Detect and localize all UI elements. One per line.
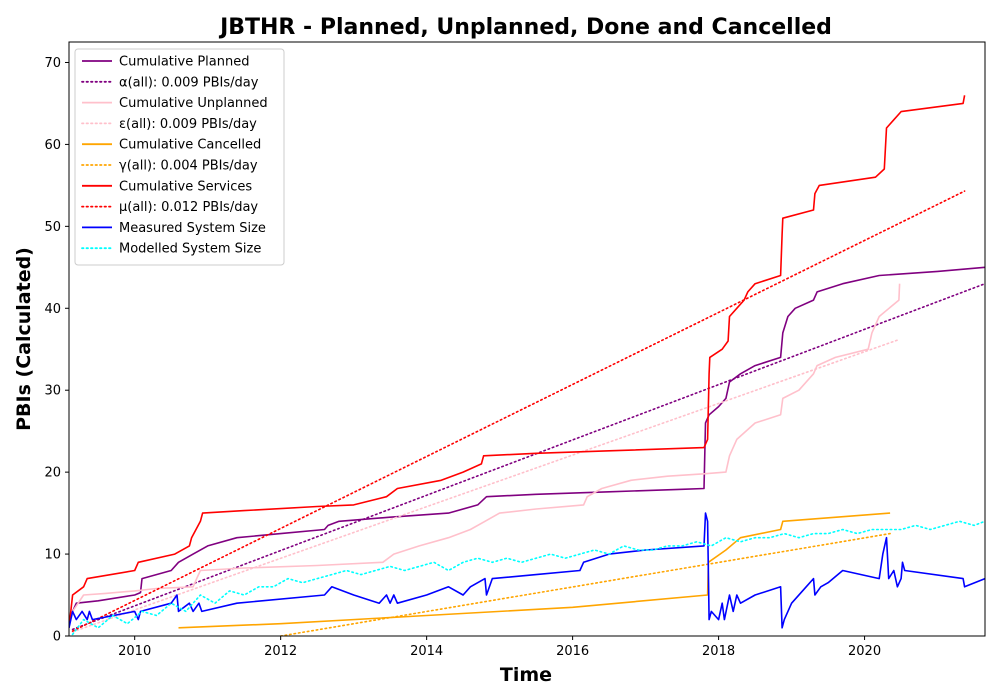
series-line-modelled-system-size xyxy=(71,520,985,636)
legend-item: Cumulative Services xyxy=(82,179,252,194)
chart-title: JBTHR - Planned, Unplanned, Done and Can… xyxy=(218,15,832,40)
legend-item: μ(all): 0.012 PBIs/day xyxy=(81,200,258,215)
y-tick-label: 0 xyxy=(53,630,61,645)
y-tick-label: 40 xyxy=(44,302,61,317)
legend-box xyxy=(74,48,285,266)
x-axis-label: Time xyxy=(500,664,552,686)
x-tick-label: 2016 xyxy=(556,644,589,659)
legend: Cumulative Planned α(all): 0.009 PBIs/day… xyxy=(74,48,285,266)
legend-label: Modelled System Size xyxy=(119,242,261,257)
legend-label: μ(all): 0.012 PBIs/day xyxy=(119,200,258,215)
legend-item: Measured System Size xyxy=(82,221,266,236)
series-line-cumulative-unplanned xyxy=(71,283,901,612)
x-tick-label: 2020 xyxy=(848,644,881,659)
y-tick-label: 20 xyxy=(44,466,61,481)
series-line-all-0-009-pbis-day xyxy=(71,338,901,633)
legend-item: Cumulative Unplanned xyxy=(82,96,268,111)
legend-item: Cumulative Cancelled xyxy=(82,138,261,153)
series-line-all-0-012-pbis-day xyxy=(71,190,966,632)
x-tick-label: 2010 xyxy=(118,644,151,659)
series-group xyxy=(69,95,985,636)
x-tick-label: 2014 xyxy=(410,644,443,659)
legend-item: α(all): 0.009 PBIs/day xyxy=(81,75,259,90)
legend-label: Cumulative Cancelled xyxy=(119,138,261,153)
series-line-all-0-009-pbis-day xyxy=(71,282,985,631)
y-axis-label: PBIs (Calculated) xyxy=(13,247,35,431)
series-line-all-0-004-pbis-day xyxy=(279,532,891,636)
legend-label: ε(all): 0.009 PBIs/day xyxy=(119,117,257,132)
legend-label: γ(all): 0.004 PBIs/day xyxy=(119,159,258,174)
legend-item: Cumulative Planned xyxy=(82,55,249,70)
legend-item: γ(all): 0.004 PBIs/day xyxy=(81,159,258,174)
legend-item: Modelled System Size xyxy=(81,242,261,257)
x-tick-label: 2018 xyxy=(702,644,735,659)
legend-item: ε(all): 0.009 PBIs/day xyxy=(81,117,257,132)
axes-frame xyxy=(68,41,986,637)
legend-label: Cumulative Services xyxy=(119,179,252,194)
legend-label: α(all): 0.009 PBIs/day xyxy=(119,75,259,90)
y-tick-label: 50 xyxy=(44,220,61,235)
y-tick-label: 30 xyxy=(44,384,61,399)
series-line-cumulative-planned xyxy=(71,266,985,612)
y-tick-label: 60 xyxy=(44,138,61,153)
plot-area: 2010 2012 2014 2016 2018 2020 0 10 20 30 40 50 60 70 xyxy=(44,41,986,659)
legend-label: Cumulative Unplanned xyxy=(119,96,268,111)
x-tick-label: 2012 xyxy=(264,644,297,659)
y-tick-label: 10 xyxy=(44,548,61,563)
legend-label: Measured System Size xyxy=(119,221,266,236)
series-line-cumulative-cancelled xyxy=(178,512,891,629)
series-line-cumulative-services xyxy=(69,95,966,628)
legend-label: Cumulative Planned xyxy=(119,55,249,70)
y-tick-label: 70 xyxy=(44,56,61,71)
